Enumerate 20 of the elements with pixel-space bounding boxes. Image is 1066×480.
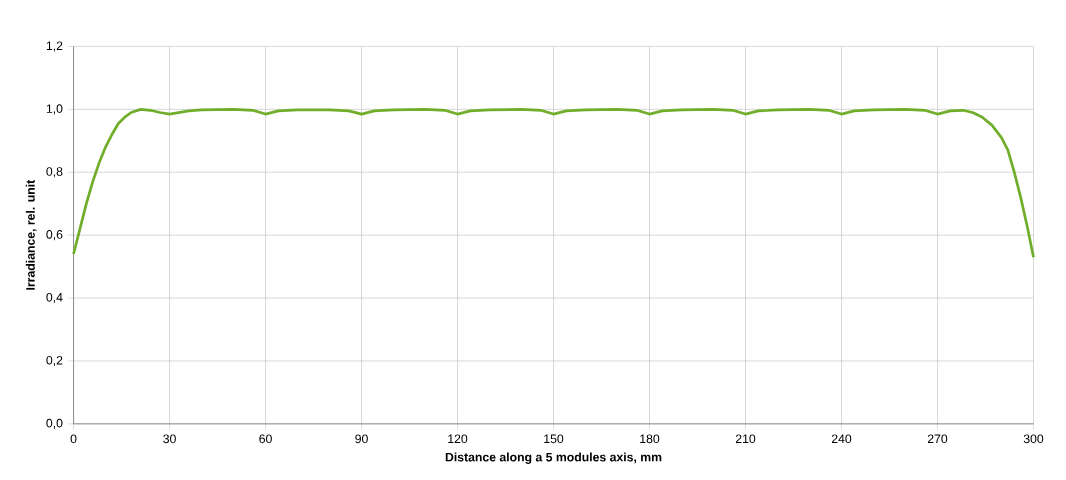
- y-tick-label: 0,0: [46, 418, 63, 429]
- y-axis-title: Irradiance, rel. unit: [25, 179, 37, 290]
- x-tick-label: 210: [735, 434, 756, 444]
- y-tick-label: 0,4: [46, 293, 63, 304]
- x-tick-label: 90: [355, 434, 368, 444]
- y-tick-label: 0,6: [46, 230, 63, 241]
- y-tick-label: 0,8: [46, 167, 63, 178]
- y-tick-label: 1,2: [46, 41, 63, 52]
- x-tick-label: 150: [544, 434, 564, 444]
- x-tick-label: 60: [259, 434, 272, 444]
- x-tick-label: 180: [640, 434, 660, 444]
- x-tick-label: 0: [70, 434, 77, 444]
- x-tick-label: 120: [448, 434, 468, 444]
- x-tick-label: 300: [1023, 434, 1044, 444]
- x-axis-title: Distance along a 5 modules axis, mm: [445, 452, 662, 464]
- x-tick-label: 240: [831, 434, 852, 444]
- y-tick-label: 0,2: [46, 355, 63, 367]
- x-tick-label: 30: [163, 434, 176, 444]
- y-tick-label: 1,0: [46, 104, 63, 115]
- x-tick-label: 270: [927, 434, 948, 444]
